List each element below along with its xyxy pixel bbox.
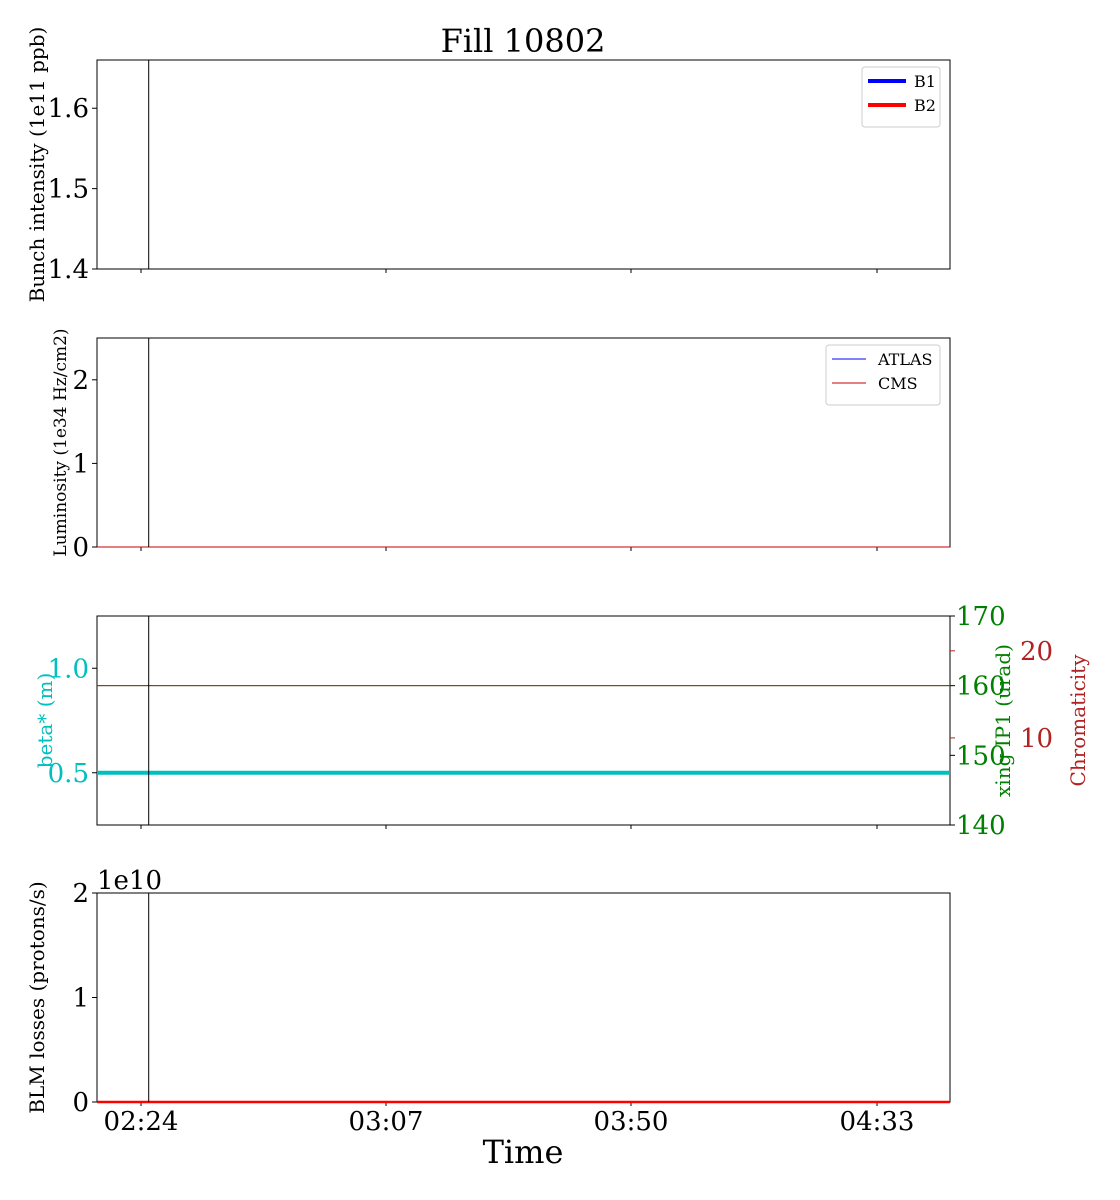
losses-y-tick-label-0: 0	[72, 1088, 89, 1118]
intensity-legend-label-b2: B2	[914, 96, 936, 115]
losses-offset-text: 1e10	[97, 866, 162, 896]
intensity-y-tick-label-0: 1.4	[48, 255, 89, 285]
luminosity-y-tick-label-0: 0	[72, 533, 89, 563]
optics-y-tick-label-1: 1.0	[48, 654, 89, 684]
chroma-y-tick-label-1: 20	[1020, 637, 1053, 667]
luminosity-legend-label-atlas: ATLAS	[877, 350, 933, 369]
x-axis-label: Time	[483, 1133, 564, 1171]
optics-y-axis-label: beta* (m)	[33, 673, 57, 769]
xing-y-tick-label-0: 140	[956, 811, 1006, 841]
x-tick-label-3: 04:33	[840, 1107, 915, 1137]
xing-y-axis-label: xing IP1 (urad)	[991, 644, 1015, 797]
x-tick-label-1: 03:07	[349, 1107, 424, 1137]
intensity-axes-frame	[96, 59, 951, 270]
x-axis-tick-labels: 02:24 03:07 03:50 04:33	[104, 1107, 915, 1137]
optics-y-tick-label-0: 0.5	[48, 759, 89, 789]
intensity-y-tick-label-1: 1.5	[48, 175, 89, 205]
luminosity-legend-label-cms: CMS	[878, 374, 918, 393]
losses-y-tick-label-1: 1	[72, 984, 89, 1014]
x-tick-label-0: 02:24	[104, 1107, 179, 1137]
losses-y-axis-label: BLM losses (protons/s)	[25, 881, 49, 1113]
luminosity-y-tick-label-1: 1	[72, 449, 89, 479]
luminosity-y-axis-label: Luminosity (1e34 Hz/cm2)	[51, 328, 71, 556]
figure-title: Fill 10802	[441, 22, 606, 60]
luminosity-legend: ATLAS CMS	[825, 344, 941, 406]
luminosity-y-tick-label-2: 2	[72, 366, 89, 396]
luminosity-axes-frame	[96, 337, 951, 548]
xing-y-tick-label-1: 150	[956, 741, 1006, 771]
optics-axes-frame	[96, 615, 951, 826]
xing-y-tick-label-2: 160	[956, 672, 1006, 702]
panel-losses: 0 1 2 1e10 BLM losses (protons/s)	[25, 866, 951, 1118]
intensity-legend-label-b1: B1	[914, 72, 936, 91]
losses-axes-frame	[96, 892, 951, 1103]
x-tick-label-2: 03:50	[594, 1107, 669, 1137]
luminosity-legend-box	[825, 344, 941, 406]
intensity-y-axis-label: Bunch intensity (1e11 ppb)	[25, 27, 49, 303]
intensity-y-tick-label-2: 1.6	[48, 94, 89, 124]
chroma-y-axis-label: Chromaticity	[1066, 654, 1090, 787]
xing-y-tick-label-3: 170	[956, 602, 1006, 632]
chroma-y-tick-label-0: 10	[1020, 724, 1053, 754]
losses-y-tick-label-2: 2	[72, 879, 89, 909]
